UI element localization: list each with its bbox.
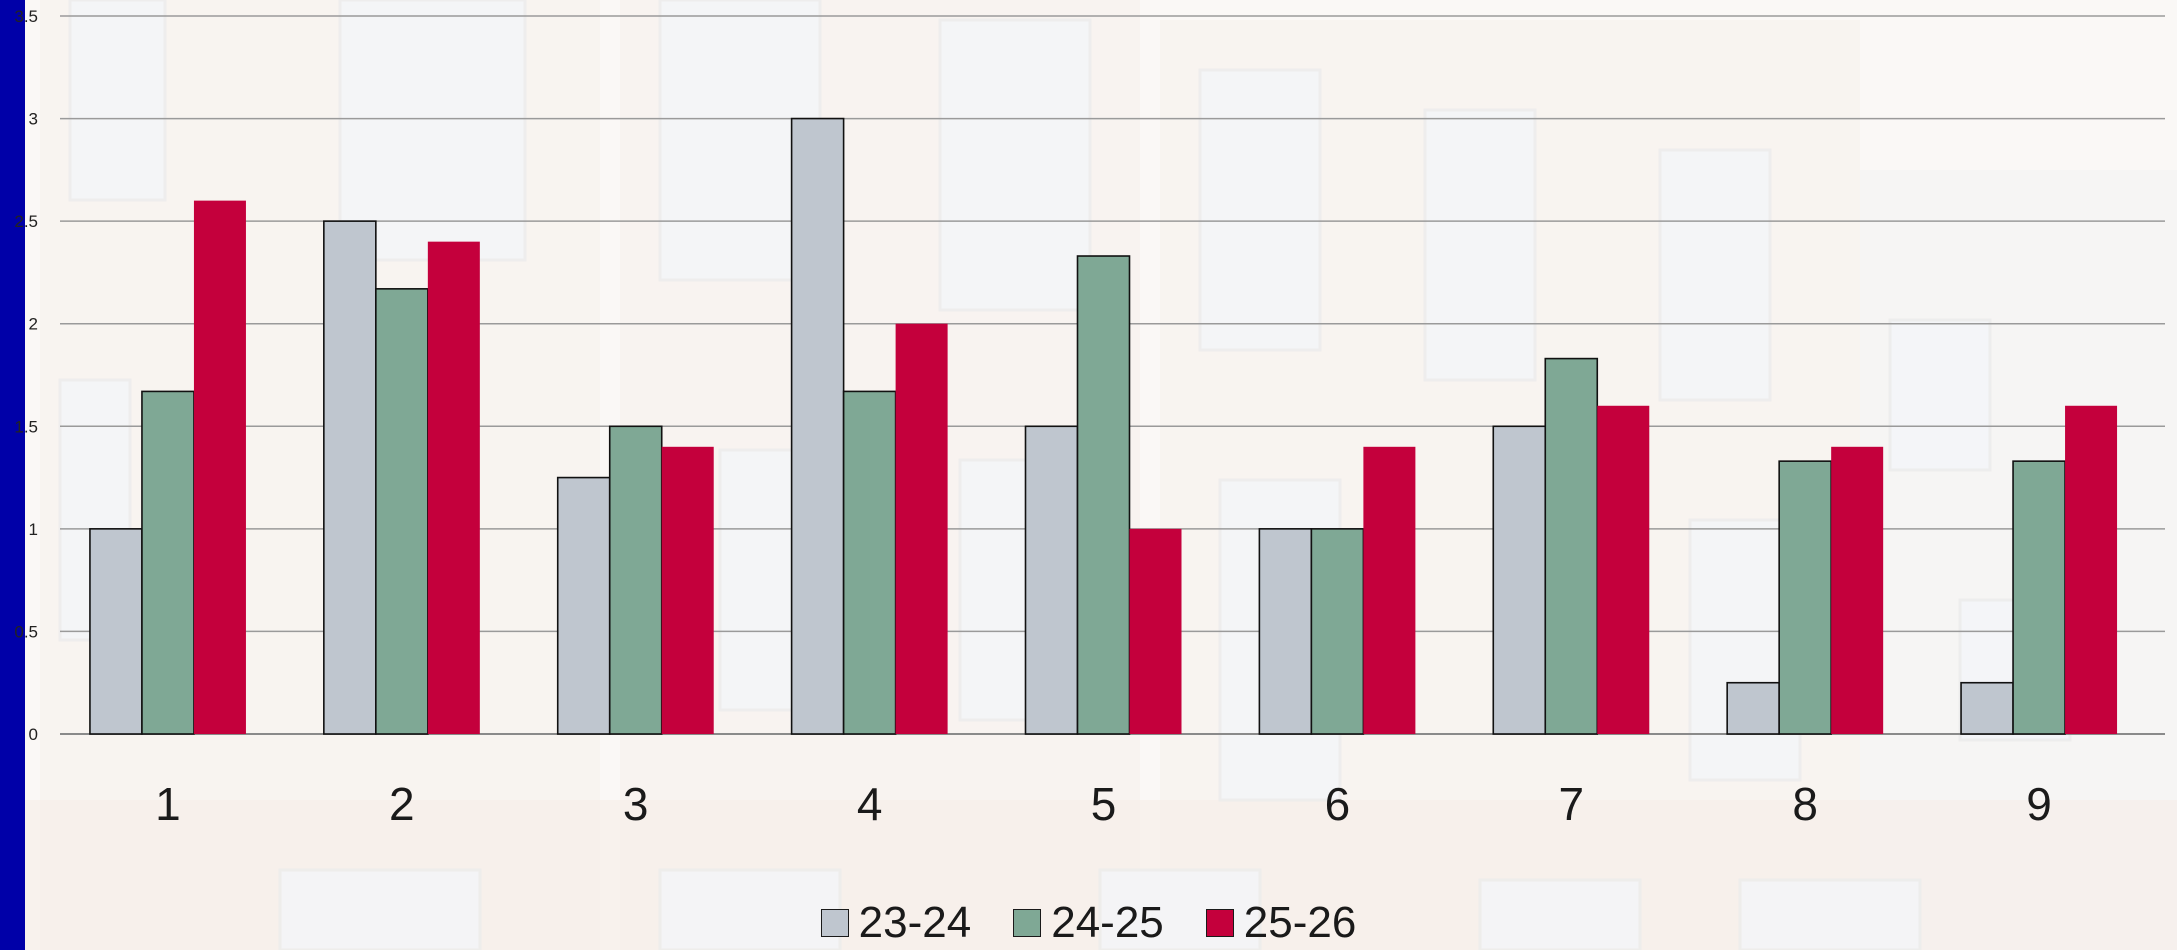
bar-24-25-cat-1 bbox=[141, 390, 195, 735]
bar-24-25-cat-8 bbox=[1778, 460, 1832, 735]
y-tick-label: 3 bbox=[29, 110, 38, 129]
bar-25-26-cat-2 bbox=[427, 241, 480, 734]
bar-25-26-cat-6 bbox=[1363, 446, 1416, 734]
x-tick-label: 4 bbox=[857, 778, 883, 830]
bar-25-26-cat-1 bbox=[193, 200, 246, 735]
bar-24-25-cat-3 bbox=[608, 425, 663, 735]
legend-label: 24-25 bbox=[1051, 898, 1164, 947]
bar-24-25-cat-6 bbox=[1310, 528, 1365, 735]
bar-23-24-cat-6 bbox=[1258, 528, 1313, 735]
bar-23-24-cat-1 bbox=[89, 528, 143, 735]
bar-23-24-cat-3 bbox=[556, 476, 611, 735]
legend-item-23-24: 23-24 bbox=[820, 898, 972, 948]
left-accent-bar bbox=[0, 0, 25, 950]
y-tick-label: 0.5 bbox=[14, 622, 38, 641]
legend: 23-24 24-25 25-26 bbox=[0, 896, 2177, 950]
bar-24-25-cat-7 bbox=[1544, 357, 1599, 735]
legend-swatch-23-24 bbox=[820, 909, 849, 937]
bar-25-26-cat-3 bbox=[661, 446, 714, 734]
x-tick-label: 8 bbox=[1792, 778, 1818, 830]
y-tick-label: 1.5 bbox=[14, 417, 38, 436]
x-tick-label: 6 bbox=[1325, 778, 1351, 830]
legend-swatch-25-26 bbox=[1205, 909, 1234, 937]
y-tick-label: 1 bbox=[29, 520, 38, 539]
bar-24-25-cat-2 bbox=[375, 288, 429, 735]
y-tick-label: 0 bbox=[29, 725, 38, 744]
bars bbox=[89, 117, 2118, 735]
legend-label: 23-24 bbox=[858, 898, 972, 947]
bar-23-24-cat-9 bbox=[1960, 681, 2014, 735]
x-tick-label: 5 bbox=[1091, 778, 1117, 830]
bar-25-26-cat-5 bbox=[1129, 528, 1182, 734]
bar-24-25-cat-9 bbox=[2012, 460, 2066, 735]
x-tick-labels: 1 2 3 4 5 6 7 8 9 bbox=[155, 778, 2052, 830]
bar-24-25-cat-4 bbox=[842, 390, 897, 735]
bar-23-24-cat-5 bbox=[1024, 425, 1079, 735]
y-tick-label: 2 bbox=[29, 315, 38, 334]
bar-25-26-cat-4 bbox=[895, 323, 948, 734]
legend-label: 25-26 bbox=[1243, 898, 1357, 947]
y-tick-label: 2.5 bbox=[14, 212, 38, 231]
bar-23-24-cat-8 bbox=[1726, 681, 1780, 735]
bar-chart: 0 0.5 1 1.5 2 2.5 3 3.5 1 2 3 4 5 6 7 8 9 bbox=[14, 7, 2165, 830]
legend-item-25-26: 25-26 bbox=[1205, 898, 1357, 948]
x-tick-label: 9 bbox=[2026, 778, 2052, 830]
y-tick-labels: 0 0.5 1 1.5 2 2.5 3 3.5 bbox=[14, 7, 38, 744]
y-tick-label: 3.5 bbox=[14, 7, 38, 26]
bar-25-26-cat-8 bbox=[1831, 446, 1884, 734]
bar-23-24-cat-2 bbox=[323, 220, 377, 735]
x-tick-label: 2 bbox=[389, 778, 415, 830]
bar-24-25-cat-5 bbox=[1076, 255, 1131, 735]
x-tick-label: 1 bbox=[155, 778, 181, 830]
bar-23-24-cat-7 bbox=[1492, 425, 1547, 735]
x-tick-label: 7 bbox=[1558, 778, 1584, 830]
bar-23-24-cat-4 bbox=[790, 117, 845, 735]
x-tick-label: 3 bbox=[623, 778, 649, 830]
bar-25-26-cat-7 bbox=[1597, 405, 1650, 734]
legend-item-24-25: 24-25 bbox=[1013, 898, 1164, 948]
bar-25-26-cat-9 bbox=[2065, 405, 2118, 734]
legend-swatch-24-25 bbox=[1013, 909, 1042, 937]
